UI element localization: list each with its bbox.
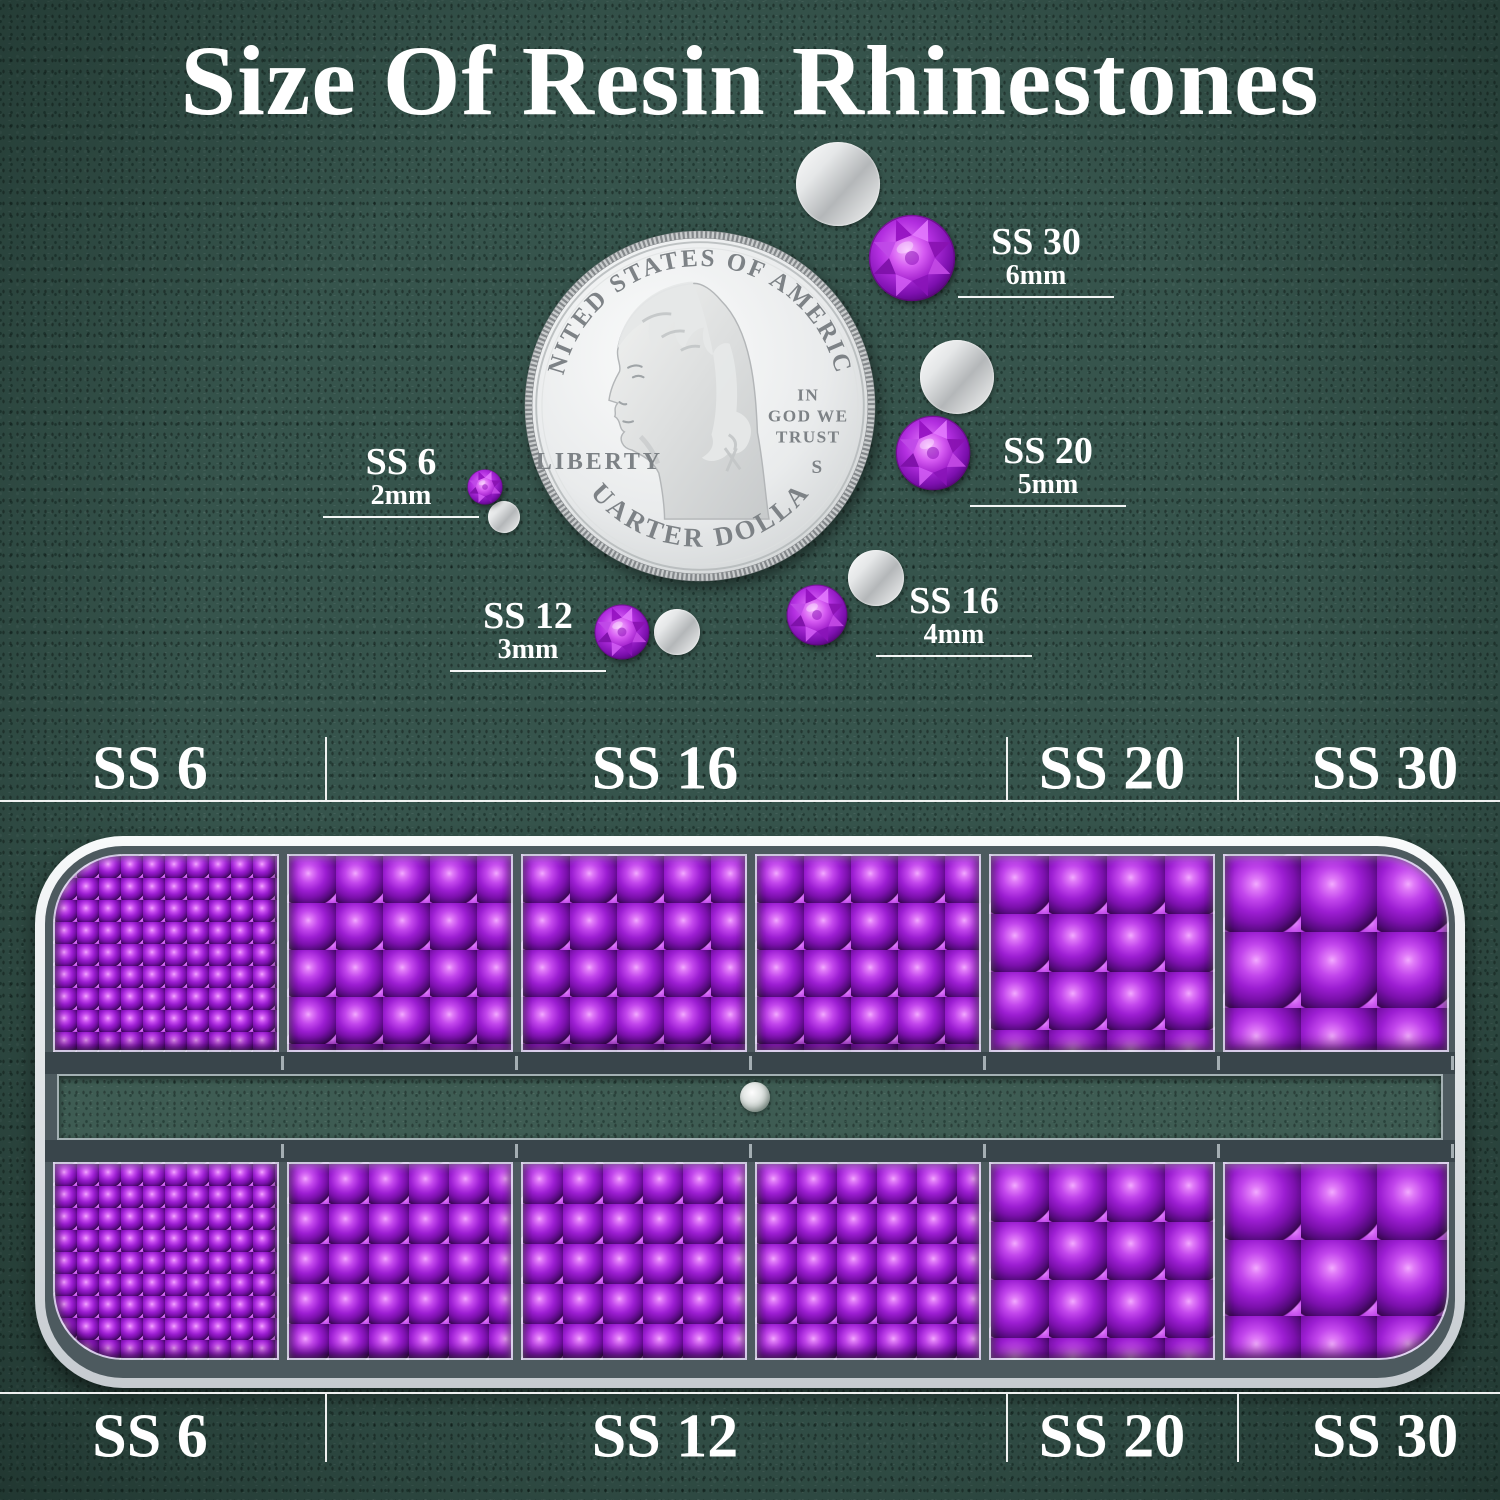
compartment-bottom-ss30 [1223, 1162, 1449, 1360]
top-label-divider [325, 737, 327, 800]
washington-bust [608, 281, 770, 520]
compartment-top-ss16-2 [521, 854, 747, 1052]
rhinestone-tray [35, 836, 1465, 1388]
callout-ss20-size: 5mm [1017, 469, 1079, 500]
tray-bottom-label-ss20: SS 20 [1038, 1402, 1186, 1471]
svg-text:IN: IN [797, 385, 819, 404]
tray-inner [45, 846, 1455, 1378]
top-label-rule [0, 800, 1500, 802]
rhinestone-ss30 [868, 214, 956, 302]
compartment-bottom-ss12-2 [521, 1162, 747, 1360]
callout-ss16-size: 4mm [923, 619, 985, 650]
tray-top-label-ss20: SS 20 [1038, 734, 1186, 803]
coin-mint-mark: S [812, 457, 823, 478]
rhinestone-ss12 [594, 604, 650, 660]
pearl-bead [740, 1082, 770, 1112]
silver-disc-ss20 [920, 340, 994, 414]
callout-ss6-label: SS 6 [365, 441, 437, 483]
callout-ss30-size: 6mm [1005, 260, 1067, 291]
compartment-top-ss6 [53, 854, 279, 1052]
bottom-label-divider [1006, 1394, 1008, 1462]
callout-underline [323, 516, 479, 518]
compartment-top-ss16-3 [755, 854, 981, 1052]
callout-ss12-size: 3mm [497, 634, 559, 665]
bottom-label-divider [325, 1394, 327, 1462]
top-label-divider [1006, 737, 1008, 800]
tray-divider-bar [45, 1140, 1455, 1162]
rhinestone-ss16 [786, 584, 848, 646]
tray-bottom-label-ss6: SS 6 [92, 1402, 208, 1471]
silver-disc-ss12 [654, 609, 700, 655]
compartment-top-ss30 [1223, 854, 1449, 1052]
bottom-label-divider [1237, 1394, 1239, 1462]
compartment-bottom-ss20 [989, 1162, 1215, 1360]
tray-bottom-label-ss12: SS 12 [591, 1402, 739, 1471]
quarter-coin: UNITED STATES OF AMERICA QUARTER DOLLAR … [524, 230, 876, 582]
bottom-label-rule [0, 1392, 1500, 1394]
callout-underline [958, 296, 1114, 298]
callout-ss6-size: 2mm [370, 480, 432, 511]
callout-ss16: SS 16 4mm [869, 581, 1039, 657]
tray-top-label-ss6: SS 6 [92, 734, 208, 803]
silver-disc-ss16 [848, 550, 904, 606]
callout-underline [876, 655, 1032, 657]
callout-ss30: SS 30 6mm [951, 222, 1121, 298]
callout-underline [450, 670, 606, 672]
tray-top-label-ss30: SS 30 [1311, 734, 1459, 803]
rhinestone-ss6 [467, 469, 503, 505]
top-label-divider [1237, 737, 1239, 800]
callout-ss12-label: SS 12 [483, 595, 573, 637]
callout-underline [970, 505, 1126, 507]
page-title: Size Of Resin Rhinestones [180, 25, 1320, 136]
svg-text:GOD WE: GOD WE [768, 406, 849, 425]
callout-ss20-label: SS 20 [1003, 430, 1093, 472]
tray-bottom-label-ss30: SS 30 [1311, 1402, 1459, 1471]
coin-liberty-text: LIBERTY [536, 449, 663, 475]
rhinestone-ss20 [895, 415, 971, 491]
compartment-bottom-ss6 [53, 1162, 279, 1360]
compartment-bottom-ss12-1 [287, 1162, 513, 1360]
callout-ss16-label: SS 16 [909, 580, 999, 622]
compartment-top-ss16-1 [287, 854, 513, 1052]
compartment-bottom-ss12-3 [755, 1162, 981, 1360]
compartment-top-ss20 [989, 854, 1215, 1052]
callout-ss20: SS 20 5mm [963, 431, 1133, 507]
tray-top-label-ss16: SS 16 [591, 734, 739, 803]
svg-text:TRUST: TRUST [776, 427, 841, 446]
coin-reeding [525, 231, 875, 581]
callout-ss30-label: SS 30 [991, 221, 1081, 263]
tray-divider-bar [45, 1052, 1455, 1074]
callout-ss6: SS 6 2mm [316, 442, 486, 518]
silver-disc-large [796, 142, 880, 226]
silver-disc-ss6 [488, 501, 520, 533]
callout-ss12: SS 12 3mm [443, 596, 613, 672]
